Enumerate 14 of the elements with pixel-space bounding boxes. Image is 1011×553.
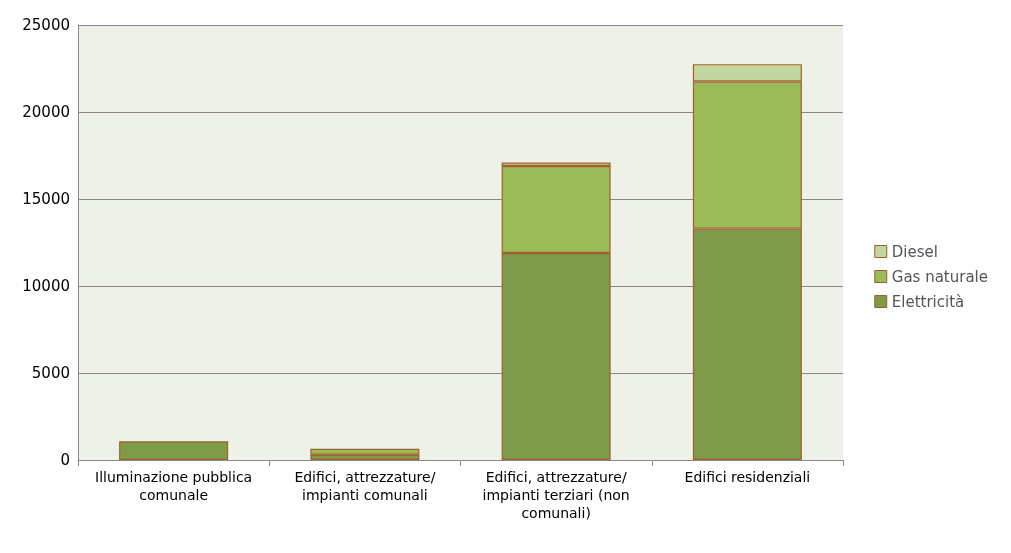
y-tick-label: 25000 bbox=[22, 16, 70, 34]
x-tick-label: Edifici residenziali bbox=[684, 469, 811, 485]
y-tick-label: 20000 bbox=[22, 103, 70, 121]
x-tick-label: Illuminazione pubblica comunale bbox=[95, 469, 253, 503]
legend-label: Elettricità bbox=[891, 292, 965, 311]
y-tick-label: 5000 bbox=[31, 364, 70, 382]
x-tick-label: Edifici, attrezzature/ impianti terziari (non comunali) bbox=[482, 469, 630, 521]
bar bbox=[119, 441, 229, 460]
y-tick-label: 0 bbox=[60, 451, 70, 469]
legend-label: Gas naturale bbox=[891, 267, 989, 286]
y-tick-label: 15000 bbox=[22, 190, 70, 208]
y-tick-label: 10000 bbox=[22, 277, 70, 295]
x-tick-label: Edifici, attrezzature/ impianti comunali bbox=[294, 469, 436, 503]
legend-label: Diesel bbox=[891, 242, 938, 261]
